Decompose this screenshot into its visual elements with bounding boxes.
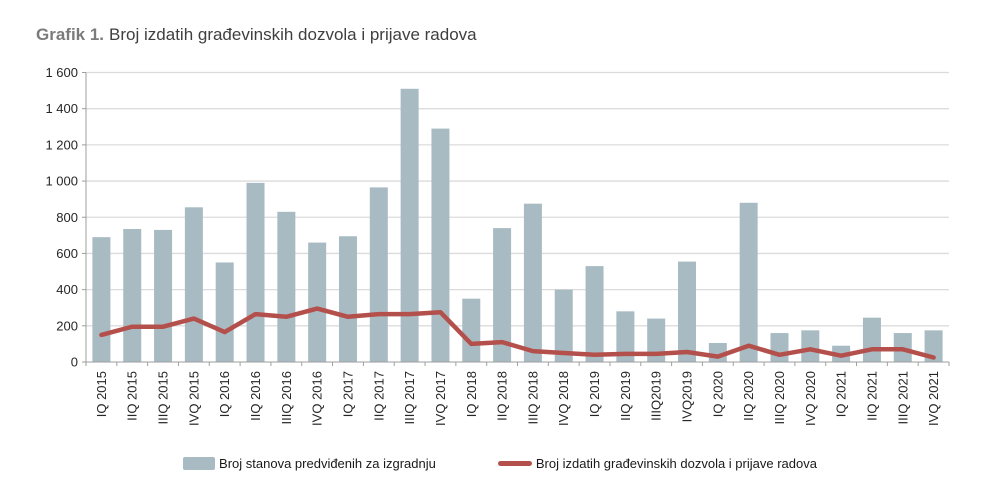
y-tick-label: 0 <box>71 355 78 370</box>
y-tick-label: 1 400 <box>45 101 78 116</box>
x-tick-label: IVQ 2017 <box>433 371 448 426</box>
line-series-swatch <box>497 461 532 466</box>
x-tick-label: IQ 2021 <box>834 371 849 417</box>
bar-IQ 2018 <box>462 298 481 362</box>
y-tick-label: 800 <box>56 210 78 225</box>
chart-plot: 0 200 400 600 800 1 000 1 200 1 400 1 600 IQ 2015… <box>45 65 950 426</box>
legend-item-bars: Broj stanova predviđenih za izgradnju <box>183 456 436 471</box>
bar-IIQ 2017 <box>369 187 388 362</box>
bar-IQ 2017 <box>338 236 357 362</box>
bar-IVQ 2018 <box>554 289 573 362</box>
x-tick-label: IVQ 2015 <box>186 371 201 426</box>
x-tick-label: IVQ2019 <box>680 371 695 422</box>
bar-IIIQ 2018 <box>523 203 542 362</box>
bar-series-label: Broj stanova predviđenih za izgradnju <box>219 456 436 471</box>
y-tick-label: 400 <box>56 282 78 297</box>
x-tick-label: IQ 2015 <box>94 371 109 417</box>
x-tick-label: IIIQ 2021 <box>895 371 910 424</box>
chart-title-prefix: Grafik 1. <box>36 25 105 44</box>
bar-IVQ2019 <box>678 261 697 362</box>
bar-IIQ 2021 <box>862 317 881 362</box>
bar-IQ 2016 <box>215 262 234 362</box>
x-tick-label: IIIQ 2016 <box>279 371 294 424</box>
line-series <box>99 306 936 360</box>
x-tick-label: IIQ 2019 <box>618 371 633 421</box>
x-tick-label: IQ 2017 <box>340 371 355 417</box>
bar-IIIQ 2020 <box>770 333 789 362</box>
legend: Broj stanova predviđenih za izgradnju Br… <box>0 456 1000 471</box>
x-tick-label: IVQ 2020 <box>803 371 818 426</box>
x-tick-label: IIQ 2016 <box>248 371 263 421</box>
x-tick-label: IQ 2018 <box>464 371 479 417</box>
bar-IIQ 2019 <box>616 311 635 362</box>
y-tick-label: 200 <box>56 318 78 333</box>
legend-item-line: Broj izdatih građevinskih dozvola i prij… <box>497 456 817 471</box>
chart-title-text: Broj izdatih građevinskih dozvola i prij… <box>109 25 477 44</box>
bar-IQ 2019 <box>585 266 604 362</box>
bar-IIQ 2015 <box>123 229 142 362</box>
bar-IIQ 2020 <box>739 202 758 362</box>
x-tick-label: IIIQ 2020 <box>772 371 787 424</box>
bar-IIQ 2018 <box>493 228 512 362</box>
x-tick-label: IIQ 2018 <box>495 371 510 421</box>
y-tick-label: 1 000 <box>45 174 78 189</box>
bar-series-swatch <box>183 457 216 470</box>
bar-IVQ 2016 <box>308 242 327 362</box>
x-tick-label: IIQ 2021 <box>864 371 879 421</box>
x-tick-label: IIQ 2017 <box>371 371 386 421</box>
bar-IVQ 2020 <box>801 330 820 362</box>
x-tick-label: IIIQ 2018 <box>525 371 540 424</box>
bar-IVQ 2015 <box>184 207 203 362</box>
x-tick-label: IIQ 2015 <box>125 371 140 421</box>
x-tick-label: IIIQ2019 <box>649 371 664 421</box>
x-tick-label: IVQ 2021 <box>926 371 941 426</box>
bar-IIIQ2019 <box>647 318 666 362</box>
chart-title: Grafik 1. Broj izdatih građevinskih dozvo… <box>36 25 477 45</box>
x-tick-label: IIQ 2020 <box>741 371 756 421</box>
x-tick-label: IQ 2019 <box>587 371 602 417</box>
bar-IVQ 2017 <box>431 128 450 362</box>
bar-IIQ 2016 <box>246 182 265 362</box>
x-tick-label: IIIQ 2017 <box>402 371 417 424</box>
y-tick-label: 1 200 <box>45 137 78 152</box>
x-tick-label: IVQ 2016 <box>310 371 325 426</box>
y-tick-label: 1 600 <box>45 65 78 80</box>
bar-IIIQ 2015 <box>154 229 173 362</box>
line-series-label: Broj izdatih građevinskih dozvola i prij… <box>535 456 817 471</box>
bar-IQ 2015 <box>92 237 111 362</box>
x-tick-label: IIIQ 2015 <box>156 371 171 424</box>
bar-IIIQ 2016 <box>277 211 296 362</box>
y-tick-label: 600 <box>56 246 78 261</box>
x-tick-label: IVQ 2018 <box>556 371 571 426</box>
bar-IIIQ 2017 <box>400 88 419 363</box>
x-tick-label: IQ 2020 <box>710 371 725 417</box>
x-tick-label: IQ 2016 <box>217 371 232 417</box>
